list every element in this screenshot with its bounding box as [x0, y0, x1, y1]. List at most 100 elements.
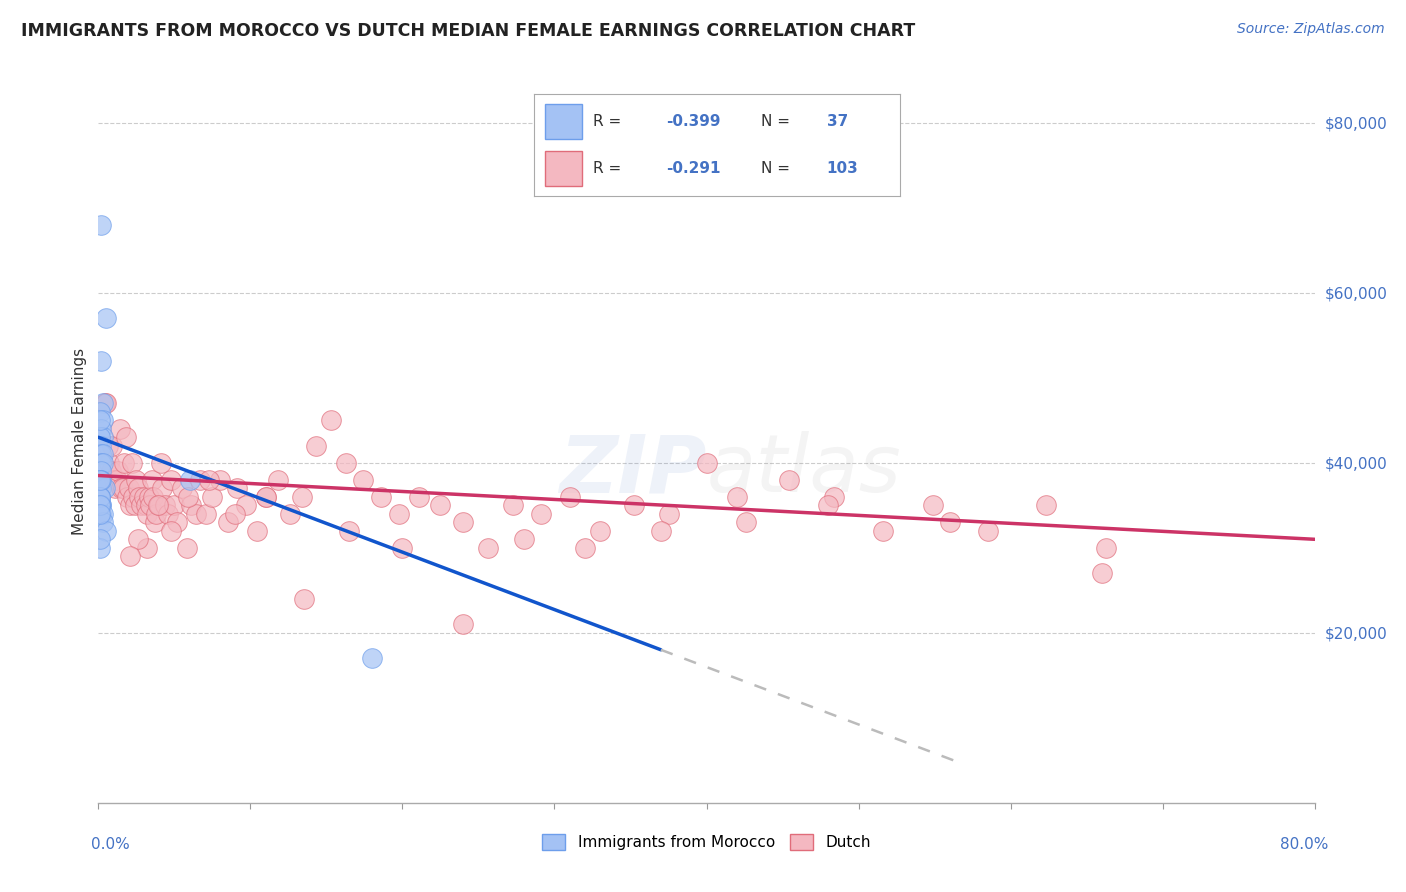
Point — [107, 464, 129, 478]
Point — [1095, 541, 1118, 555]
Bar — [546, 104, 582, 139]
Text: atlas: atlas — [707, 432, 901, 509]
Text: 103: 103 — [827, 161, 859, 176]
Point — [319, 413, 342, 427]
Point — [122, 490, 145, 504]
Point — [254, 490, 277, 504]
Point — [589, 524, 612, 538]
Point — [89, 413, 111, 427]
Point — [114, 430, 136, 444]
Point — [98, 456, 121, 470]
Point — [198, 473, 221, 487]
Point — [150, 481, 173, 495]
Point — [90, 464, 112, 478]
Text: ZIP: ZIP — [560, 432, 707, 509]
Point — [477, 541, 499, 555]
Point — [817, 498, 839, 512]
Point — [118, 481, 141, 495]
Point — [91, 447, 114, 461]
Point — [135, 498, 157, 512]
Point — [94, 396, 117, 410]
Point — [623, 498, 645, 512]
Point — [120, 549, 142, 564]
Point — [217, 516, 239, 530]
Point — [90, 422, 112, 436]
Point — [188, 473, 211, 487]
Point — [391, 541, 413, 555]
Point — [94, 311, 117, 326]
Point — [939, 516, 962, 530]
Point — [179, 473, 201, 487]
Point — [224, 507, 246, 521]
Point — [89, 490, 111, 504]
Legend: Immigrants from Morocco, Dutch: Immigrants from Morocco, Dutch — [536, 829, 877, 856]
Point — [778, 473, 800, 487]
Point — [110, 481, 132, 495]
Point — [103, 473, 125, 487]
Point — [1035, 498, 1057, 512]
Point — [388, 507, 411, 521]
Point — [650, 524, 672, 538]
Point — [91, 396, 114, 410]
Point — [125, 473, 148, 487]
Point — [225, 481, 247, 495]
Point — [132, 490, 155, 504]
Point — [90, 456, 112, 470]
Point — [408, 490, 430, 504]
Point — [105, 473, 128, 487]
Point — [291, 490, 314, 504]
Point — [127, 533, 149, 547]
Point — [502, 498, 524, 512]
Point — [136, 507, 159, 521]
Point — [143, 516, 166, 530]
Point — [89, 507, 111, 521]
Point — [146, 498, 169, 512]
Point — [90, 473, 112, 487]
Point — [278, 507, 301, 521]
Point — [209, 473, 232, 487]
Point — [91, 430, 114, 444]
Text: -0.399: -0.399 — [666, 114, 720, 128]
Point — [141, 473, 163, 487]
Point — [89, 533, 111, 547]
Point — [93, 481, 115, 495]
Point — [335, 456, 357, 470]
Point — [136, 541, 159, 555]
Point — [429, 498, 451, 512]
Point — [361, 651, 384, 665]
Point — [89, 405, 111, 419]
Point — [453, 617, 475, 632]
Point — [177, 490, 200, 504]
Point — [108, 422, 131, 436]
Point — [89, 473, 111, 487]
Point — [120, 498, 142, 512]
Point — [922, 498, 945, 512]
Point — [101, 439, 124, 453]
Text: N =: N = — [761, 114, 794, 128]
Point — [148, 498, 170, 512]
Point — [145, 507, 167, 521]
Point — [872, 524, 894, 538]
Point — [89, 541, 111, 555]
Point — [160, 473, 183, 487]
Point — [513, 533, 536, 547]
Text: 37: 37 — [827, 114, 848, 128]
Text: R =: R = — [593, 161, 626, 176]
Point — [94, 524, 117, 538]
Point — [89, 430, 111, 444]
Point — [89, 498, 111, 512]
Point — [155, 498, 177, 512]
Point — [90, 498, 112, 512]
Point — [157, 507, 180, 521]
Point — [91, 516, 114, 530]
Text: -0.291: -0.291 — [666, 161, 720, 176]
Point — [91, 413, 114, 427]
Point — [657, 507, 679, 521]
Point — [195, 507, 218, 521]
Point — [160, 524, 183, 538]
Point — [91, 456, 114, 470]
Point — [104, 481, 127, 495]
Y-axis label: Median Female Earnings: Median Female Earnings — [72, 348, 87, 535]
Point — [166, 516, 188, 530]
Point — [201, 490, 224, 504]
